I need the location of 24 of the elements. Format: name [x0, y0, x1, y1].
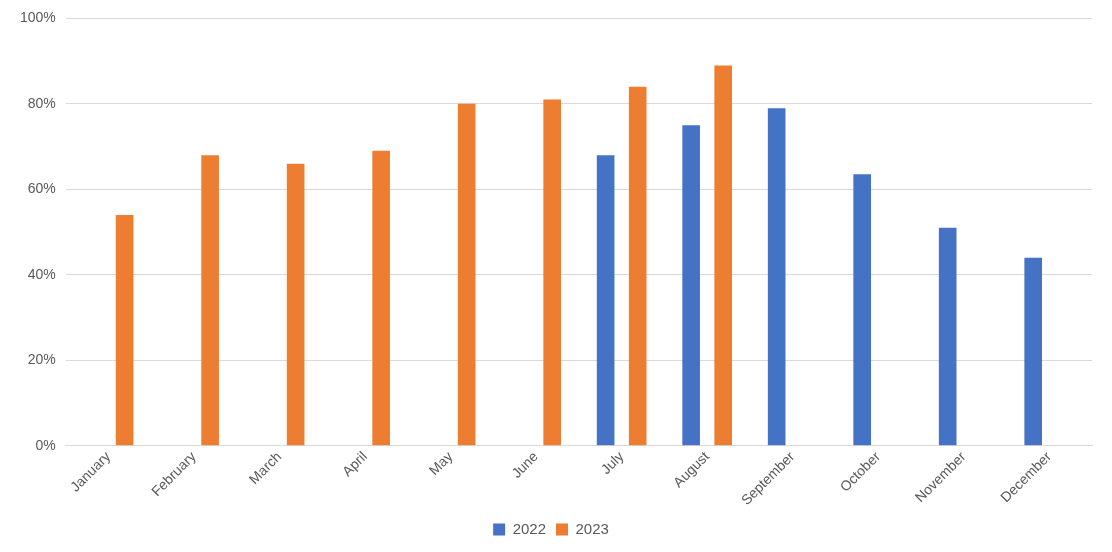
legend-label: 2022: [512, 519, 547, 537]
bar: [372, 150, 390, 446]
bar: [115, 214, 134, 446]
x-tick-label: May: [425, 448, 456, 479]
bar: [457, 103, 476, 446]
y-tick-label: 0%: [35, 436, 56, 453]
bar: [543, 99, 561, 446]
bar: [286, 163, 305, 446]
y-tick-label: 80%: [27, 94, 56, 111]
bar: [1024, 257, 1043, 446]
y-tick-label: 100%: [19, 9, 56, 26]
bar: [853, 174, 871, 446]
bar: [767, 108, 786, 446]
legend-label: 2023: [575, 519, 609, 537]
bar: [628, 86, 647, 446]
bar: [201, 155, 219, 446]
y-tick-label: 60%: [27, 180, 56, 197]
bar: [596, 155, 615, 446]
bar: [938, 227, 957, 446]
y-tick-label: 20%: [27, 351, 56, 368]
y-tick-label: 40%: [27, 265, 56, 282]
x-tick-label: July: [597, 448, 627, 478]
bar: [714, 65, 733, 446]
bar: [682, 125, 700, 446]
